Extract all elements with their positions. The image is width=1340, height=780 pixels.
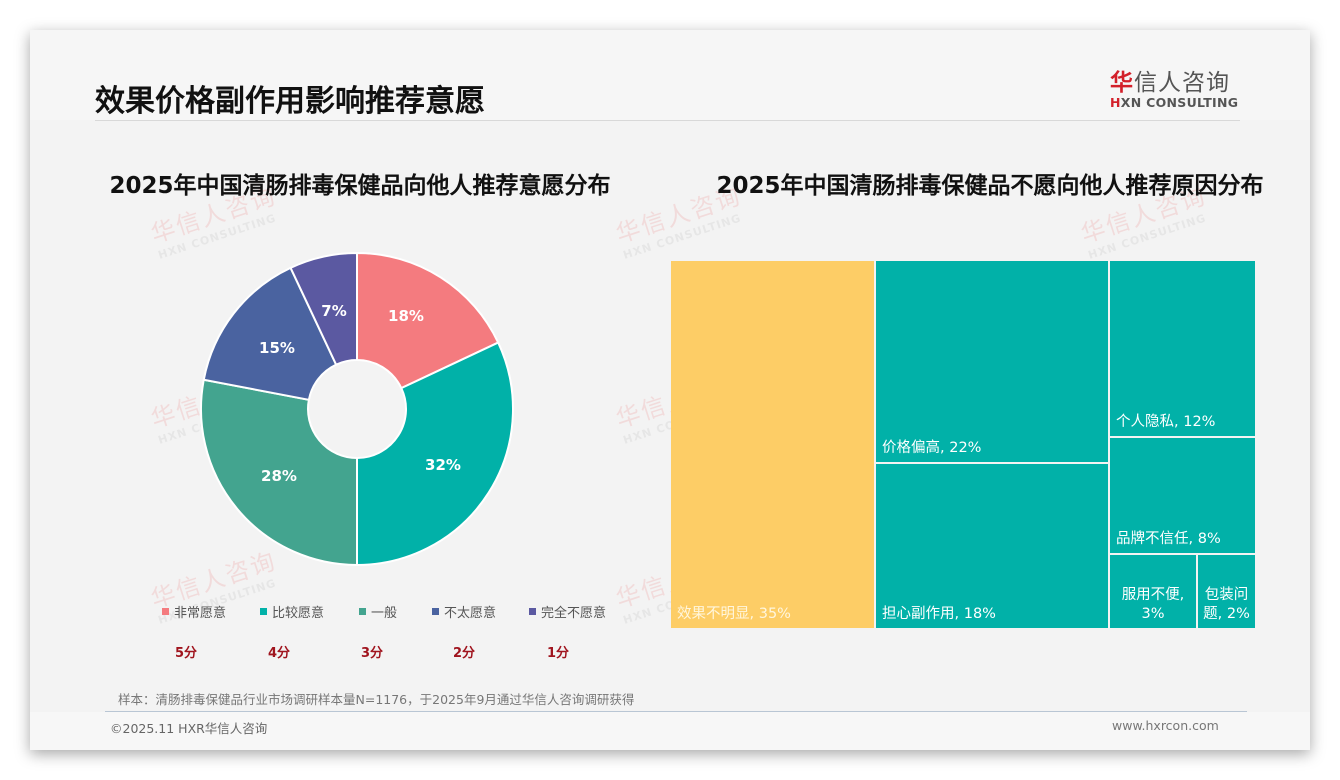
legend-swatch — [432, 608, 439, 615]
legend-swatch — [359, 608, 366, 615]
legend-swatch — [260, 608, 267, 615]
pie-label: 15% — [259, 339, 295, 357]
footer-band — [30, 712, 1310, 750]
treemap-cell: 品牌不信任, 8% — [1110, 438, 1255, 553]
right-chart-title: 2025年中国清肠排毒保健品不愿向他人推荐原因分布 — [716, 173, 1264, 199]
logo-en: HXN CONSULTING — [1110, 95, 1239, 110]
website-link[interactable]: www.hxrcon.com — [1112, 718, 1219, 733]
treemap-cell: 个人隐私, 12% — [1110, 261, 1255, 436]
pie-label: 32% — [425, 456, 461, 474]
legend-item: 一般 — [359, 602, 397, 621]
legend-swatch — [529, 608, 536, 615]
left-chart-title: 2025年中国清肠排毒保健品向他人推荐意愿分布 — [109, 173, 611, 199]
pie-legend: 非常愿意 比较愿意 一般 不太愿意 完全不愿意 — [155, 602, 635, 622]
company-logo: 华信人咨询 HXN CONSULTING — [1110, 63, 1245, 110]
donut-slice — [289, 251, 358, 366]
treemap-cell: 价格偏高, 22% — [876, 261, 1108, 462]
score-label: 5分 — [174, 646, 198, 661]
donut-chart-svg — [200, 251, 514, 567]
donut-slice — [200, 378, 358, 567]
sample-note: 样本：清肠排毒保健品行业市场调研样本量N=1176，于2025年9月通过华信人咨… — [118, 692, 635, 707]
treemap-cell: 担心副作用, 18% — [876, 464, 1108, 628]
donut-slice — [356, 341, 514, 567]
score-label: 1分 — [546, 646, 570, 661]
score-label: 4分 — [267, 646, 291, 661]
footer-divider — [105, 711, 1247, 712]
pie-label: 28% — [261, 467, 297, 485]
legend-item: 比较愿意 — [260, 602, 324, 621]
legend-item: 非常愿意 — [162, 602, 226, 621]
score-label: 2分 — [452, 646, 476, 661]
treemap-chart: 效果不明显, 35% 价格偏高, 22% 担心副作用, 18% 个人隐私, 12… — [670, 260, 1256, 629]
legend-item: 不太愿意 — [432, 602, 496, 621]
donut-chart: 18% 32% 28% 15% 7% — [200, 251, 514, 567]
slide: 效果价格副作用影响推荐意愿 华信人咨询 HXN CONSULTING 华信人咨询… — [30, 30, 1310, 750]
donut-slice — [356, 251, 500, 390]
pie-label: 18% — [388, 307, 424, 325]
pie-label: 7% — [321, 302, 347, 320]
title-divider — [95, 120, 1240, 121]
logo-cn: 华信人咨询 — [1110, 70, 1230, 96]
treemap-cell: 效果不明显, 35% — [671, 261, 874, 628]
copyright-text: ©2025.11 HXR华信人咨询 — [110, 721, 268, 736]
page-title: 效果价格副作用影响推荐意愿 — [95, 84, 485, 119]
treemap-cell: 包装问题, 2% — [1198, 555, 1255, 628]
treemap-cell: 服用不便, 3% — [1110, 555, 1196, 628]
score-label: 3分 — [360, 646, 384, 661]
header-band — [30, 30, 1310, 120]
donut-slice — [202, 266, 338, 401]
legend-item: 完全不愿意 — [529, 602, 606, 621]
legend-swatch — [162, 608, 169, 615]
